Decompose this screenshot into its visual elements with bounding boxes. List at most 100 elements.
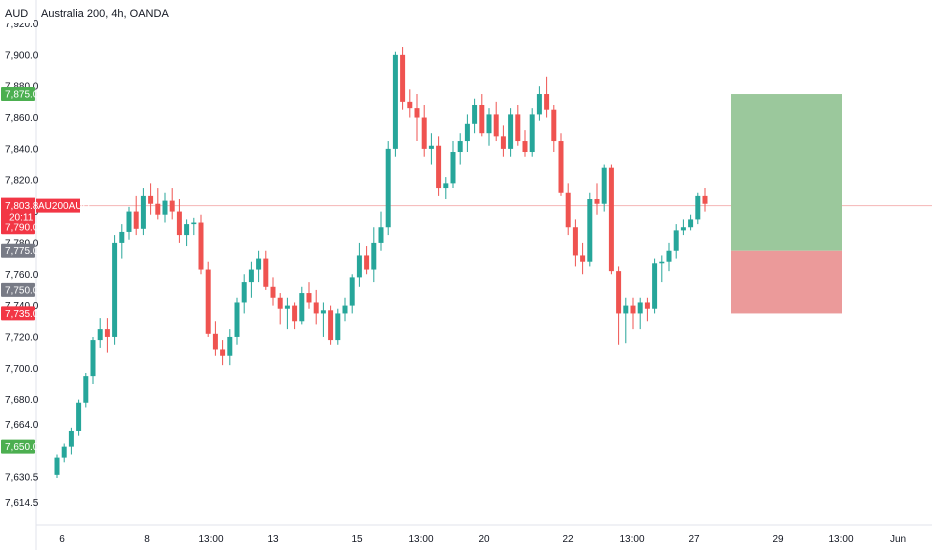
candle-up xyxy=(652,263,658,309)
candle-up xyxy=(342,305,348,314)
bar-countdown: 20:11 xyxy=(9,213,34,224)
stop-price-tag-label: 7,735.0 xyxy=(5,309,39,320)
candle-up xyxy=(349,277,355,306)
candle-down xyxy=(594,199,600,204)
candle-up xyxy=(320,310,326,314)
candle-up xyxy=(601,167,607,204)
candle-up xyxy=(378,227,384,243)
stop-price-tag xyxy=(1,306,35,321)
y-tick-label: 7,664.0 xyxy=(5,420,39,431)
candle-up xyxy=(335,313,341,341)
candle-up xyxy=(688,219,694,228)
candle-up xyxy=(529,114,535,153)
candlestick-series xyxy=(54,47,708,478)
candle-down xyxy=(292,305,298,322)
candle-up xyxy=(97,329,103,341)
candle-up xyxy=(256,258,262,270)
entry-price-tag-label: 7,775.0 xyxy=(5,246,39,257)
candle-up xyxy=(371,242,377,270)
price-tags: 7,875.0 7,775.0 7,735.0 7,790.0 7,750.0 7,650… xyxy=(1,87,90,454)
candle-up xyxy=(428,145,434,149)
candle-down xyxy=(436,145,442,189)
target-zone[interactable] xyxy=(731,94,842,251)
candle-down xyxy=(133,211,139,229)
candle-up xyxy=(536,94,542,115)
candle-up xyxy=(587,199,593,262)
candle-down xyxy=(421,117,427,149)
candle-down xyxy=(558,141,564,193)
y-tick-label: 7,820.0 xyxy=(5,176,39,187)
candle-up xyxy=(184,224,190,236)
x-tick-label: 22 xyxy=(562,534,574,545)
candle-up xyxy=(234,302,240,337)
candle-down xyxy=(551,109,557,142)
candle-up xyxy=(392,54,398,149)
risk-reward-zone[interactable] xyxy=(731,94,842,314)
candle-up xyxy=(119,231,125,243)
y-tick-label: 7,760.0 xyxy=(5,270,39,281)
candle-down xyxy=(198,222,204,270)
x-tick-label: 13:00 xyxy=(619,534,644,545)
candle-down xyxy=(572,227,578,256)
time-axis[interactable]: 6 8 13:00 13 15 13:00 20 22 13:00 27 29 13:00 Jun xyxy=(59,534,906,545)
candle-up xyxy=(191,222,197,225)
stop-zone[interactable] xyxy=(731,250,842,314)
candle-down xyxy=(270,286,276,298)
candle-up xyxy=(112,242,118,337)
y-tick-label: 7,900.0 xyxy=(5,50,39,61)
candle-down xyxy=(263,258,269,287)
candle-up xyxy=(76,402,82,431)
y-tick-label: 7,860.0 xyxy=(5,113,39,124)
candle-up xyxy=(673,230,679,251)
candle-down xyxy=(220,349,226,356)
candle-down xyxy=(616,271,622,314)
candle-up xyxy=(450,152,456,184)
candle-up xyxy=(61,446,67,458)
candle-up xyxy=(695,195,701,220)
candle-up xyxy=(126,211,132,232)
candle-down xyxy=(493,114,499,137)
price-tag-neutral-label: 7,750.0 xyxy=(5,285,39,296)
candle-down xyxy=(544,94,550,110)
price-tag-stop-label: 7,790.0 xyxy=(5,223,39,234)
entry-price-tag xyxy=(1,243,35,258)
target-price-tag-label: 7,875.0 xyxy=(5,90,39,101)
x-tick-label: 13 xyxy=(267,534,279,545)
target-price-tag xyxy=(1,87,35,102)
x-tick-label: 13:00 xyxy=(198,534,223,545)
candle-down xyxy=(313,302,319,314)
price-tag-target-label: 7,650.0 xyxy=(5,442,39,453)
candle-down xyxy=(277,297,283,309)
candle-down xyxy=(702,195,708,204)
y-tick-label: 7,630.5 xyxy=(5,473,39,484)
candle-up xyxy=(284,305,290,309)
candle-up xyxy=(508,114,514,149)
candle-up xyxy=(637,302,643,314)
candle-down xyxy=(522,141,528,153)
candle-up xyxy=(623,305,629,314)
candle-down xyxy=(205,269,211,334)
candle-down xyxy=(328,310,334,341)
candle-up xyxy=(385,148,391,228)
current-price-value: 7,803.8 xyxy=(5,201,39,212)
candle-up xyxy=(666,250,672,262)
candle-up xyxy=(162,200,168,215)
candle-up xyxy=(54,457,60,475)
currency-label-bg xyxy=(0,5,34,23)
current-price-tag xyxy=(1,197,35,224)
candle-up xyxy=(472,105,478,124)
candle-up xyxy=(356,255,362,278)
candle-down xyxy=(580,255,586,262)
y-tick-label: 7,614.5 xyxy=(5,498,39,509)
x-tick-label: 15 xyxy=(351,534,363,545)
x-tick-label: 8 xyxy=(144,534,150,545)
candle-down xyxy=(306,293,312,303)
candle-down xyxy=(212,333,218,350)
candle-down xyxy=(630,305,636,314)
candle-up xyxy=(464,123,470,142)
candle-up xyxy=(227,336,233,356)
candle-down xyxy=(479,105,485,134)
candle-up xyxy=(241,282,247,303)
candle-down xyxy=(364,255,370,270)
